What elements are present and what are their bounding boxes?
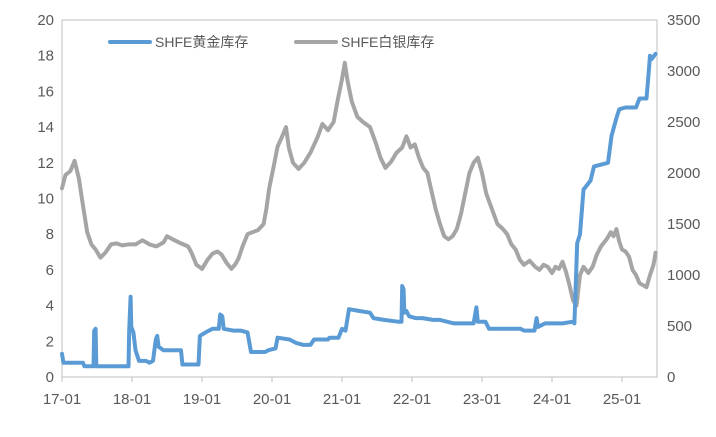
- left-axis-tick-label: 4: [46, 298, 54, 315]
- right-axis-tick-label: 3500: [667, 12, 700, 29]
- legend-label-1: SHFE黄金库存: [155, 34, 248, 50]
- left-axis-tick-label: 14: [37, 119, 54, 136]
- series-line-2: [60, 60, 658, 308]
- x-axis-tick-label: 22-01: [393, 391, 431, 408]
- x-axis-tick-label: 23-01: [463, 391, 501, 408]
- right-axis-tick-label: 3000: [667, 63, 700, 80]
- right-axis-tick-label: 2500: [667, 114, 700, 131]
- left-axis-tick-label: 2: [46, 333, 54, 350]
- left-axis-tick-label: 16: [37, 83, 54, 100]
- left-axis-tick-label: 20: [37, 12, 54, 29]
- series-layer: [60, 51, 658, 369]
- right-axis-tick-label: 1000: [667, 267, 700, 284]
- x-axis-tick-label: 24-01: [533, 391, 571, 408]
- right-axis-tick-label: 0: [667, 369, 675, 386]
- x-axis-tick-label: 19-01: [183, 391, 221, 408]
- left-axis-tick-label: 18: [37, 48, 54, 65]
- right-axis-tick-label: 2000: [667, 165, 700, 182]
- x-axis-tick-label: 18-01: [113, 391, 151, 408]
- left-axis-tick-label: 8: [46, 226, 54, 243]
- x-axis-tick-label: 25-01: [603, 391, 641, 408]
- left-axis-tick-label: 12: [37, 155, 54, 172]
- plot-border: [61, 19, 658, 378]
- right-axis-tick-label: 1500: [667, 216, 700, 233]
- left-axis-tick-label: 10: [37, 191, 54, 208]
- x-axis-tick-label: 21-01: [323, 391, 361, 408]
- x-axis-tick-label: 20-01: [253, 391, 291, 408]
- axes: 0 2 4 6 8 10 12 14 16 18 20 0 500 1000 1500 2000 2500 300…: [37, 12, 700, 408]
- left-axis-tick-label: 6: [46, 262, 54, 279]
- x-axis-tick-label: 17-01: [43, 391, 81, 408]
- right-axis-tick-label: 500: [667, 318, 692, 335]
- left-axis-tick-label: 0: [46, 369, 54, 386]
- legend-label-2: SHFE白银库存: [341, 34, 434, 50]
- series-line-1: [60, 51, 658, 369]
- legend: SHFE黄金库存 SHFE白银库存: [108, 34, 434, 50]
- plot-area: [61, 19, 658, 378]
